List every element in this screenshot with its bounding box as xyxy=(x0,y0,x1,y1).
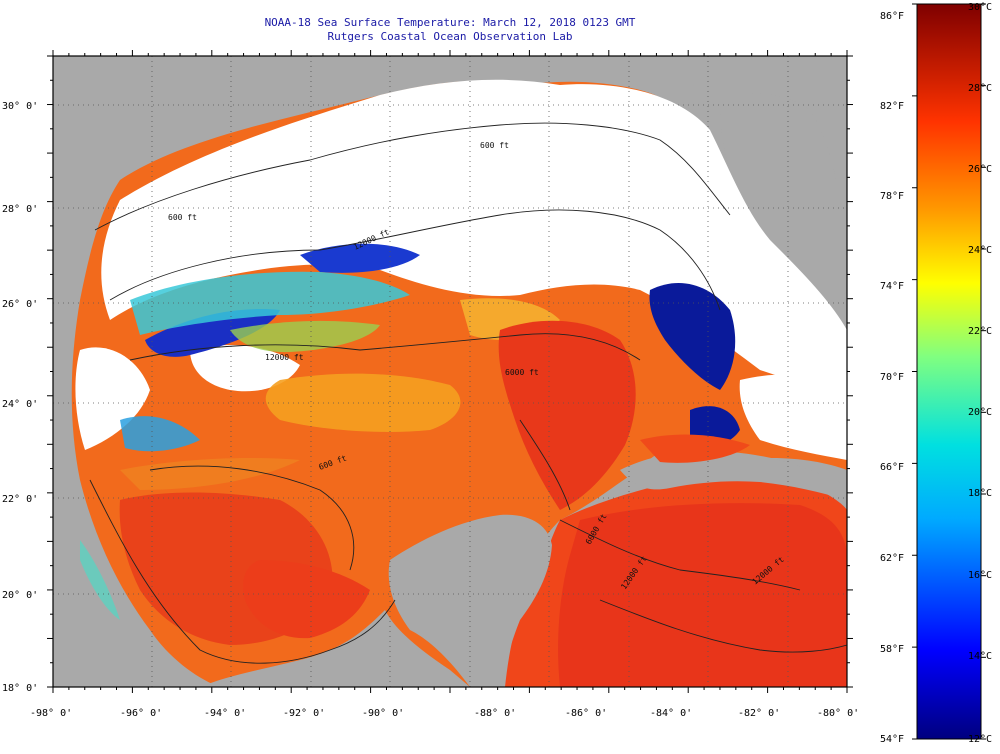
cool-band-4 xyxy=(80,540,120,620)
cloud-cover-mid xyxy=(190,345,300,392)
cold-patch-1 xyxy=(145,309,280,357)
lat-label: 22° 0' xyxy=(2,494,38,505)
lon-label: -94° 0' xyxy=(204,708,246,719)
lon-label: -82° 0' xyxy=(738,708,780,719)
graticule xyxy=(53,56,847,687)
map-title: NOAA-18 Sea Surface Temperature: March 1… xyxy=(264,16,636,29)
cool-band-3 xyxy=(120,416,200,452)
cloud-cover-west xyxy=(75,347,150,450)
lon-label: -86° 0' xyxy=(565,708,607,719)
lat-label: 30° 0' xyxy=(2,101,38,112)
contour-label: 6000 ft xyxy=(505,368,539,377)
lon-label: -96° 0' xyxy=(120,708,162,719)
contour-label: 600 ft xyxy=(480,141,509,150)
moderate-band-3 xyxy=(120,458,300,490)
caribbean-warm xyxy=(558,503,847,687)
lon-label: -84° 0' xyxy=(650,708,692,719)
map-subtitle: Rutgers Coastal Ocean Observation Lab xyxy=(327,30,573,43)
florida-straits-warm xyxy=(640,434,750,463)
loop-current xyxy=(498,320,636,510)
lat-label: 20° 0' xyxy=(2,590,38,601)
cloud-cover-east xyxy=(739,374,847,460)
warm-bay-campeche xyxy=(243,560,370,639)
bathymetry-contours xyxy=(89,122,847,664)
contour-label: 12000 ft xyxy=(265,353,304,362)
lat-label: 28° 0' xyxy=(2,204,38,215)
cold-patch-2 xyxy=(649,282,736,390)
lon-label: -88° 0' xyxy=(474,708,516,719)
cuba-land xyxy=(620,450,847,500)
lat-label: 26° 0' xyxy=(2,299,38,310)
lon-label: -98° 0' xyxy=(30,708,72,719)
lon-label: -80° 0' xyxy=(817,708,859,719)
lat-label: 24° 0' xyxy=(2,399,38,410)
lon-label: -92° 0' xyxy=(283,708,325,719)
lat-label: 18° 0' xyxy=(2,683,38,694)
contour-label: 600 ft xyxy=(168,213,197,222)
yucatan-land xyxy=(388,514,552,687)
cloud-cover-north xyxy=(101,79,847,400)
longitude-labels: -98° 0' -96° 0' -94° 0' -92° 0' -90° 0' … xyxy=(30,708,859,719)
latitude-labels: 30° 0' 28° 0' 26° 0' 24° 0' 22° 0' 20° 0… xyxy=(2,101,38,694)
cool-band-1 xyxy=(130,271,410,335)
axis-ticks xyxy=(47,50,853,693)
lon-label: -90° 0' xyxy=(362,708,404,719)
